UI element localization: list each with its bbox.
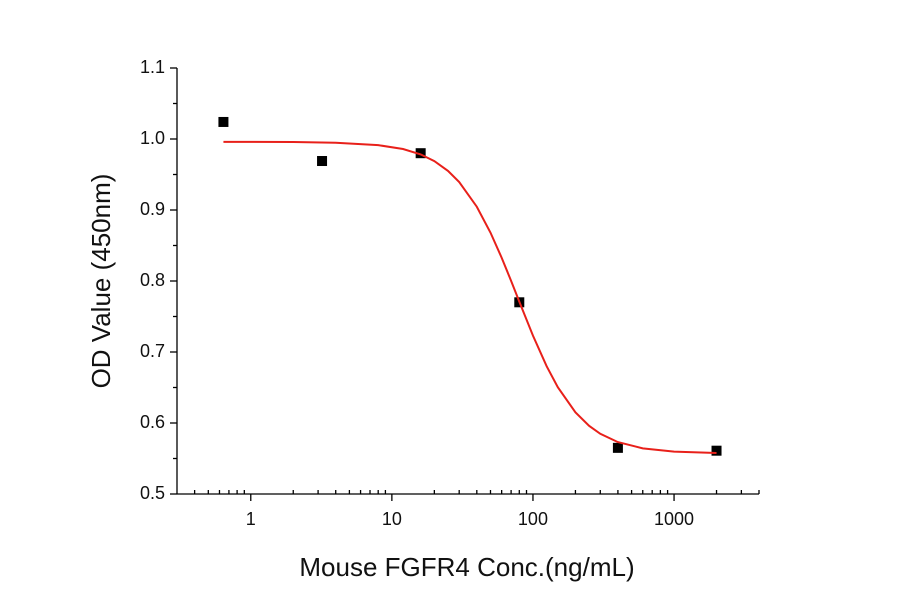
- x-tick-label: 10: [382, 509, 402, 529]
- x-axis-title: Mouse FGFR4 Conc.(ng/mL): [299, 552, 634, 582]
- fit-curve: [223, 140, 717, 455]
- y-tick-label: 0.7: [140, 341, 165, 361]
- y-axis-title: OD Value (450nm): [86, 174, 116, 389]
- y-tick-label: 1.0: [140, 128, 165, 148]
- x-tick-label: 1: [246, 509, 256, 529]
- data-point: [415, 148, 426, 159]
- x-tick-label: 1000: [654, 509, 694, 529]
- y-tick-label: 0.9: [140, 199, 165, 219]
- data-point: [218, 116, 229, 127]
- data-point: [711, 445, 722, 456]
- y-tick-label: 0.6: [140, 412, 165, 432]
- y-tick-label: 0.5: [140, 483, 165, 503]
- y-tick-label: 0.8: [140, 270, 165, 290]
- x-tick-label: 100: [518, 509, 548, 529]
- data-point: [612, 442, 623, 453]
- y-tick-label: 1.1: [140, 57, 165, 77]
- data-point: [317, 156, 328, 167]
